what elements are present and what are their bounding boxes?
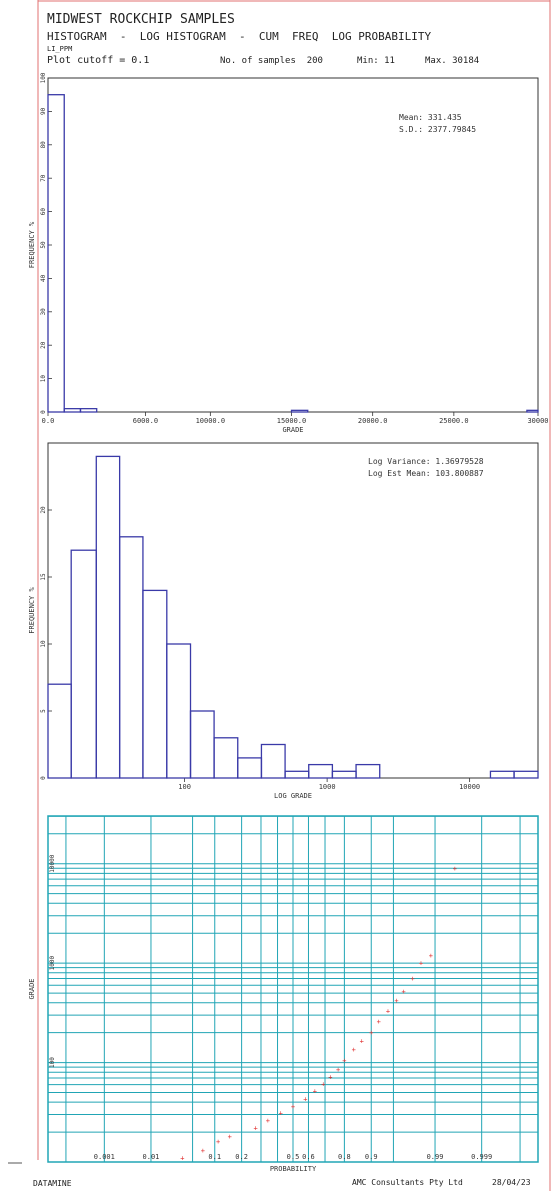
field-name: LI_PPM [47,45,73,53]
data-point: + [279,1110,283,1118]
data-point: + [291,1103,295,1111]
y-tick-label: 1000 [49,956,56,971]
histogram-bar [355,763,381,779]
x-tick-label: 1000 [319,783,336,791]
y-tick-label: 40 [40,274,47,282]
plot-frame [47,815,539,1163]
y-tick-label: 5 [40,709,47,713]
data-point: + [429,952,433,960]
data-point: + [321,1080,325,1088]
y-tick-label: 10000 [49,854,56,872]
y-tick-label: 100 [49,1057,56,1068]
x-tick-label: 100 [178,783,191,791]
histogram-bar [513,770,539,779]
y-tick-label: 10 [40,640,47,648]
data-point: + [360,1037,364,1045]
x-tick-label: 0.8 [338,1153,351,1161]
data-point: + [411,975,415,983]
y-tick-label: 100 [40,72,47,83]
x-axis-label: GRADE [282,426,303,434]
x-tick-label: 0.999 [471,1153,492,1161]
data-point: + [453,865,457,873]
x-axis-label: PROBABILITY [270,1165,317,1173]
data-point: + [352,1046,356,1054]
footer-company: AMC Consultants Pty Ltd [352,1178,463,1187]
data-point: + [228,1133,232,1141]
y-tick-label: 70 [40,174,47,182]
data-point: + [336,1066,340,1074]
x-tick-label: 15000.0 [277,417,307,425]
data-point: + [253,1124,257,1132]
data-point: + [266,1117,270,1125]
y-tick-label: 10 [40,375,47,383]
data-point: + [419,960,423,968]
x-tick-label: 0.5 [287,1153,300,1161]
data-point: + [386,1008,390,1016]
y-tick-label: 90 [40,107,47,115]
data-point: + [313,1087,317,1095]
y-tick-label: 0 [40,776,47,780]
report-title: MIDWEST ROCKCHIP SAMPLES [47,12,235,27]
x-tick-label: 0.1 [208,1153,221,1161]
x-tick-label: 0.0 [42,417,55,425]
stats-line: Log Variance: 1.36979528 [368,457,484,466]
y-tick-label: 50 [40,241,47,249]
data-point: + [369,1029,373,1037]
stats-line: S.D.: 2377.79845 [399,125,476,134]
data-point: + [303,1096,307,1104]
footer-software: DATAMINE [33,1179,72,1188]
data-point: + [328,1073,332,1081]
x-tick-label: 30000 [527,417,548,425]
report-subtitle: HISTOGRAM - LOG HISTOGRAM - CUM FREQ LOG… [47,30,432,43]
x-tick-label: 0.01 [143,1153,160,1161]
histogram-bar [79,408,98,413]
y-axis-label: GRADE [28,978,36,999]
x-tick-label: 25000.0 [439,417,469,425]
data-point: + [402,988,406,996]
x-tick-label: 10000 [459,783,480,791]
y-tick-label: 0 [40,410,47,414]
min-value: Min: 11 [357,56,395,66]
data-point: + [377,1018,381,1026]
max-value: Max. 30184 [425,56,480,66]
histogram-bar [290,409,309,413]
y-tick-label: 80 [40,141,47,149]
data-point: + [342,1057,346,1065]
y-tick-label: 15 [40,573,47,581]
histogram-bar [47,94,65,413]
data-point: + [394,997,398,1005]
stats-line: Mean: 331.435 [399,113,462,122]
y-tick-label: 60 [40,208,47,216]
x-tick-label: 0.001 [94,1153,115,1161]
data-point: + [180,1154,184,1162]
plot-cutoff: Plot cutoff = 0.1 [47,55,150,66]
x-axis-label: LOG GRADE [274,792,312,800]
x-tick-label: 0.6 [302,1153,315,1161]
footer-date: 28/04/23 [492,1178,531,1187]
x-tick-label: 20000.0 [358,417,388,425]
sample-count: No. of samples 200 [220,56,323,66]
stats-line: Log Est Mean: 103.800887 [368,469,484,478]
y-tick-label: 20 [40,341,47,349]
x-tick-label: 10000.0 [196,417,226,425]
y-axis-label: FREQUENCY % [28,587,36,634]
x-tick-label: 0.9 [365,1153,378,1161]
data-point: + [201,1147,205,1155]
x-tick-label: 6000.0 [133,417,158,425]
histogram-bar [260,743,286,779]
y-tick-label: 20 [40,506,47,514]
y-axis-label: FREQUENCY % [28,221,36,268]
y-tick-label: 30 [40,308,47,316]
histogram-bar [526,409,539,413]
x-tick-label: 0.2 [235,1153,248,1161]
data-point: + [216,1138,220,1146]
x-tick-label: 0.99 [427,1153,444,1161]
